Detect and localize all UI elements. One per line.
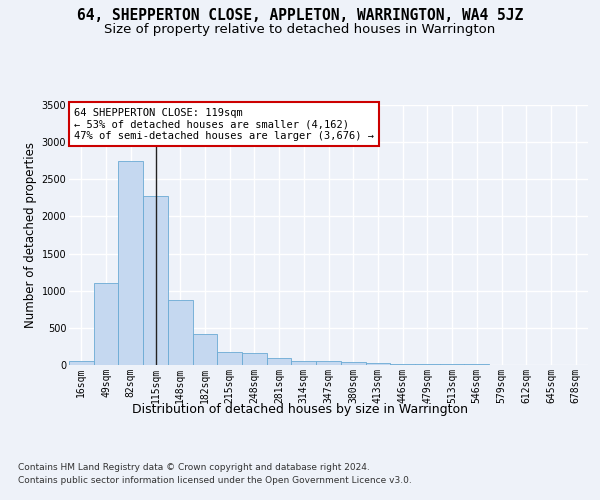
Bar xyxy=(217,352,242,365)
Bar xyxy=(464,364,489,365)
Bar xyxy=(341,362,365,365)
Bar xyxy=(143,196,168,365)
Bar xyxy=(242,352,267,365)
Bar xyxy=(390,364,415,365)
Bar xyxy=(415,364,440,365)
Bar xyxy=(365,363,390,365)
Bar xyxy=(193,334,217,365)
Text: Size of property relative to detached houses in Warrington: Size of property relative to detached ho… xyxy=(104,22,496,36)
Bar xyxy=(69,362,94,365)
Text: Contains HM Land Registry data © Crown copyright and database right 2024.: Contains HM Land Registry data © Crown c… xyxy=(18,462,370,471)
Bar xyxy=(440,364,464,365)
Text: 64 SHEPPERTON CLOSE: 119sqm
← 53% of detached houses are smaller (4,162)
47% of : 64 SHEPPERTON CLOSE: 119sqm ← 53% of det… xyxy=(74,108,374,141)
Bar xyxy=(267,358,292,365)
Text: Contains public sector information licensed under the Open Government Licence v3: Contains public sector information licen… xyxy=(18,476,412,485)
Bar xyxy=(94,284,118,365)
Bar xyxy=(118,160,143,365)
Bar xyxy=(168,300,193,365)
Bar xyxy=(292,360,316,365)
Bar xyxy=(316,362,341,365)
Text: Distribution of detached houses by size in Warrington: Distribution of detached houses by size … xyxy=(132,402,468,415)
Text: 64, SHEPPERTON CLOSE, APPLETON, WARRINGTON, WA4 5JZ: 64, SHEPPERTON CLOSE, APPLETON, WARRINGT… xyxy=(77,8,523,22)
Y-axis label: Number of detached properties: Number of detached properties xyxy=(25,142,37,328)
